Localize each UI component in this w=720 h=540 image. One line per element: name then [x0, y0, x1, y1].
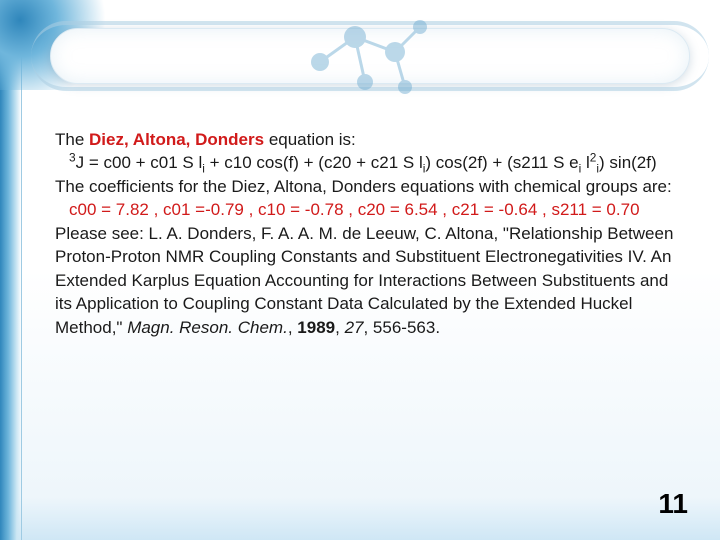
header — [0, 18, 720, 102]
eq-seg3: ) cos(2f) + (s211 S e — [425, 153, 578, 172]
eq-seg5: ) sin(2f) — [599, 153, 657, 172]
eq-seg4: l — [581, 153, 590, 172]
ref-pages: , 556-563. — [363, 318, 440, 337]
body-text: The Diez, Altona, Donders equation is: 3… — [55, 128, 680, 339]
ref-after-year: , — [335, 318, 344, 337]
coeff-intro: The coefficients for the Diez, Altona, D… — [55, 177, 672, 196]
reference-text: Please see: L. A. Donders, F. A. A. M. d… — [55, 224, 673, 337]
coefficients: c00 = 7.82 , c01 =-0.79 , c10 = -0.78 , … — [55, 198, 680, 221]
page-number: 11 — [658, 488, 688, 520]
slide: The Diez, Altona, Donders equation is: 3… — [0, 0, 720, 540]
ref-year: 1989 — [297, 318, 335, 337]
equation-name: Diez, Altona, Donders — [89, 130, 264, 149]
intro-prefix: The — [55, 130, 89, 149]
ref-journal: Magn. Reson. Chem. — [127, 318, 288, 337]
ref-volume: 27 — [345, 318, 364, 337]
molecule-icon — [300, 12, 440, 104]
equation-line: 3J = c00 + c01 S li + c10 cos(f) + (c20 … — [55, 151, 680, 174]
eq-super-3: 3 — [69, 151, 76, 165]
eq-seg1: J = c00 + c01 S l — [76, 153, 203, 172]
intro-suffix: equation is: — [264, 130, 356, 149]
eq-seg2: + c10 cos(f) + (c20 + c21 S l — [205, 153, 423, 172]
ref-after-journal: , — [288, 318, 297, 337]
